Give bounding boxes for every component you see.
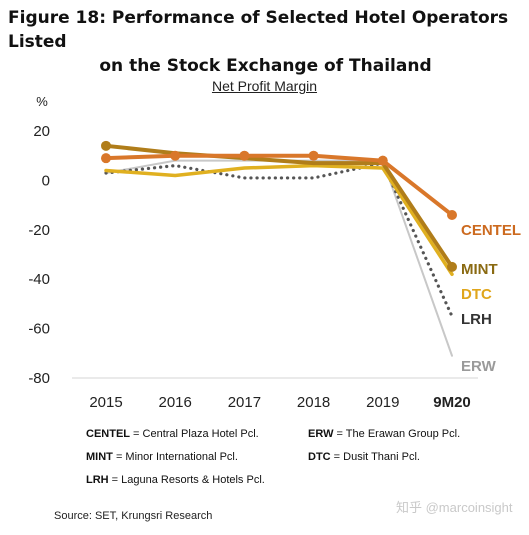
figure-title: Figure 18: Performance of Selected Hotel… <box>8 6 523 78</box>
source-note: Source: SET, Krungsri Research <box>54 510 213 522</box>
series-line-mint <box>104 143 454 269</box>
y-tick-label: 0 <box>42 172 50 189</box>
y-tick-label: -20 <box>28 222 50 239</box>
data-point-centel <box>377 155 388 166</box>
chart-title: Net Profit Margin <box>211 78 318 94</box>
x-tick-label: 2019 <box>366 394 399 411</box>
legend-note-erw: ERW = The Erawan Group Pcl. <box>308 428 461 440</box>
legend-note-mint: MINT = Minor International Pcl. <box>86 451 238 463</box>
y-axis-unit: % <box>36 94 48 109</box>
legend-note-centel: CENTEL = Central Plaza Hotel Pcl. <box>86 428 259 440</box>
data-point-centel <box>239 150 250 161</box>
legend-note-lrh: LRH = Laguna Resorts & Hotels Pcl. <box>86 474 265 486</box>
legend-note-dtc: DTC = Dusit Thani Pcl. <box>308 451 420 463</box>
series-label-lrh: LRH <box>461 311 492 328</box>
y-tick-label: -60 <box>28 321 50 338</box>
watermark: 知乎 @marcoinsight <box>396 500 513 515</box>
figure-title-line2: on the Stock Exchange of Thailand <box>99 56 432 76</box>
x-tick-label: 2015 <box>89 394 122 411</box>
x-tick-label: 2018 <box>297 394 330 411</box>
series-label-dtc: DTC <box>461 286 492 303</box>
data-point-centel <box>308 150 319 161</box>
data-point-centel <box>101 153 111 164</box>
data-point-mint <box>447 261 457 272</box>
series-line-dtc <box>104 163 454 277</box>
y-tick-label: 20 <box>33 123 50 140</box>
x-tick-label: 2017 <box>228 394 261 411</box>
series-label-erw: ERW <box>461 358 497 375</box>
figure-title-line1: Figure 18: Performance of Selected Hotel… <box>8 8 509 52</box>
series-line-centel <box>104 153 454 217</box>
data-point-mint <box>101 140 111 151</box>
line-chart: % 20 0 -20 -40 -60 -80 2015 2016 2017 2018 2019 9M20… <box>28 94 521 411</box>
y-tick-label: -40 <box>28 271 50 288</box>
series-label-centel: CENTEL <box>461 222 521 239</box>
data-point-centel <box>170 150 181 161</box>
y-tick-label: -80 <box>28 370 50 387</box>
x-tick-label: 9M20 <box>433 394 471 411</box>
x-tick-label: 2016 <box>159 394 192 411</box>
series-label-mint: MINT <box>461 261 498 278</box>
data-point-centel <box>447 209 457 220</box>
